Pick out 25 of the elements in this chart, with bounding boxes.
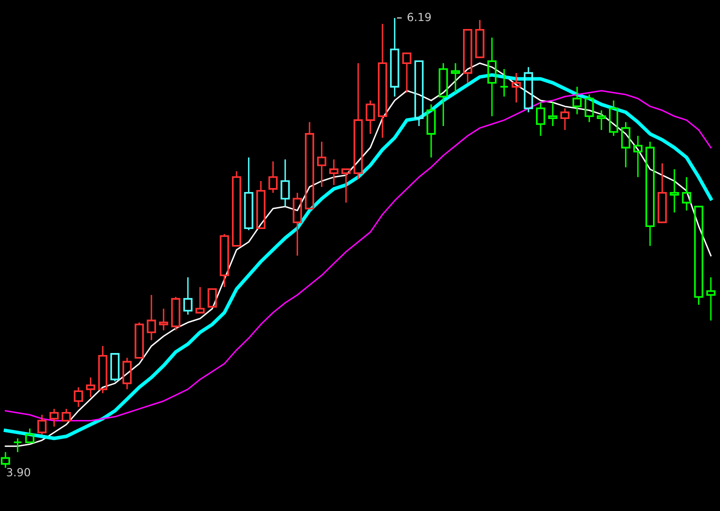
candlestick — [596, 110, 606, 131]
candlestick — [572, 86, 582, 115]
candlestick — [548, 102, 558, 127]
candlestick — [317, 141, 326, 188]
candlestick — [354, 62, 363, 180]
candlestick — [670, 168, 679, 214]
candlestick — [280, 158, 290, 208]
text: 3.90 — [6, 468, 30, 476]
candlestick — [378, 23, 388, 139]
candlestick — [329, 158, 338, 186]
candlestick — [438, 62, 448, 127]
candlestick — [426, 104, 436, 158]
annotation: 6.19 — [408, 12, 431, 22]
candlestick — [512, 72, 521, 104]
candlestick — [292, 192, 302, 256]
candlestick — [645, 141, 655, 247]
candlestick — [706, 276, 716, 322]
candlestick — [487, 36, 497, 117]
candlestick — [146, 294, 156, 341]
candlestick — [621, 121, 630, 168]
candlestick — [158, 308, 168, 332]
candlestick — [86, 376, 96, 398]
candlestick — [500, 68, 509, 98]
candlestick — [633, 135, 643, 178]
candlestick — [536, 102, 546, 137]
